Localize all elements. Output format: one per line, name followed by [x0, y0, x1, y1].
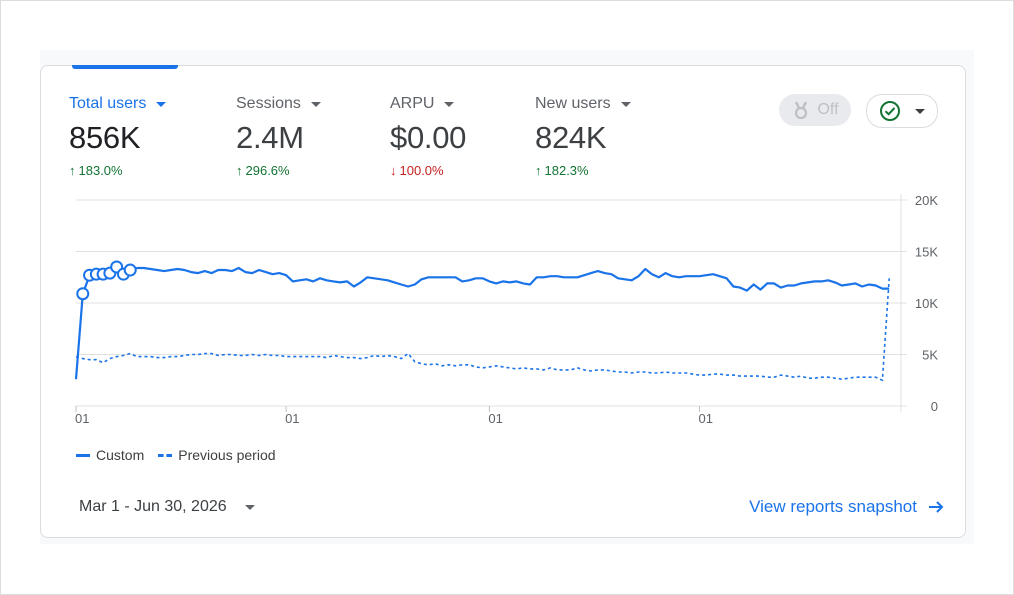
metric-label: Sessions: [236, 94, 321, 114]
metric-total-users[interactable]: Total users 856K ↑ 183.0%: [69, 94, 167, 178]
metric-sessions[interactable]: Sessions 2.4M ↑ 296.6%: [236, 94, 321, 178]
y-tick-label: 20K: [915, 193, 938, 208]
anomaly-point: [76, 287, 90, 301]
x-tick-day: 01: [285, 411, 299, 424]
caret-down-icon: [244, 504, 255, 510]
active-tab-indicator: [72, 65, 178, 69]
legend-previous-period: Previous period: [158, 447, 276, 463]
metric-change: ↑ 182.3%: [535, 163, 589, 178]
metric-change: ↑ 296.6%: [236, 163, 290, 178]
metric-label: New users: [535, 94, 631, 114]
y-tick-label: 10K: [915, 296, 938, 311]
legend-custom-label: Custom: [96, 447, 145, 463]
metric-new-users[interactable]: New users 824K ↑ 182.3%: [535, 94, 631, 178]
arrow-up-icon: ↑: [535, 163, 542, 178]
date-range-label: Mar 1 - Jun 30, 2026: [79, 498, 227, 515]
overview-card: Total users 856K ↑ 183.0% Sessions 2.4M ↑…: [40, 65, 966, 538]
metric-value: 2.4M: [236, 120, 304, 155]
solid-line-swatch: [76, 453, 90, 457]
users-line-chart: 20K15K10K5K001Mar01Apr01May01Jun: [74, 193, 938, 424]
metric-value: $0.00: [390, 120, 467, 155]
date-range-picker[interactable]: Mar 1 - Jun 30, 2026: [79, 498, 255, 516]
x-tick-day: 01: [75, 411, 89, 424]
view-link-label: View reports snapshot: [749, 497, 917, 516]
caret-down-icon: [444, 101, 455, 107]
status-dropdown[interactable]: [866, 94, 938, 128]
medal-icon: [795, 101, 808, 120]
y-tick-label: 15K: [915, 245, 938, 260]
caret-down-icon: [915, 108, 925, 114]
insights-toggle[interactable]: Off: [779, 94, 851, 126]
view-reports-snapshot-link[interactable]: View reports snapshot: [749, 497, 945, 517]
caret-down-icon: [310, 101, 321, 107]
metric-change: ↓ 100.0%: [390, 163, 444, 178]
metric-value: 856K: [69, 120, 141, 155]
metric-arpu[interactable]: ARPU $0.00 ↓ 100.0%: [390, 94, 466, 178]
arrow-up-icon: ↑: [236, 163, 243, 178]
metric-change: ↑ 183.0%: [69, 163, 123, 178]
dashed-line-swatch: [158, 453, 173, 457]
y-tick-label: 0: [931, 399, 938, 414]
y-tick-label: 5K: [922, 348, 938, 363]
legend-previous-label: Previous period: [178, 447, 276, 463]
metric-value: 824K: [535, 120, 607, 155]
x-tick-day: 01: [488, 411, 502, 424]
anomaly-point: [123, 263, 137, 277]
check-circle-icon: [880, 101, 900, 121]
x-tick-day: 01: [698, 411, 712, 424]
arrow-right-icon: [929, 501, 944, 513]
caret-down-icon: [620, 101, 631, 107]
previous-period-line: [75, 278, 890, 382]
metric-label: Total users: [69, 94, 167, 114]
caret-down-icon: [156, 101, 167, 107]
toggle-label: Off: [817, 101, 839, 118]
arrow-down-icon: ↓: [390, 163, 397, 178]
chart-legend: Custom Previous period: [76, 447, 276, 463]
arrow-up-icon: ↑: [69, 163, 76, 178]
custom-series-line: [74, 265, 890, 380]
legend-custom: Custom: [76, 447, 144, 463]
metric-label: ARPU: [390, 94, 466, 114]
